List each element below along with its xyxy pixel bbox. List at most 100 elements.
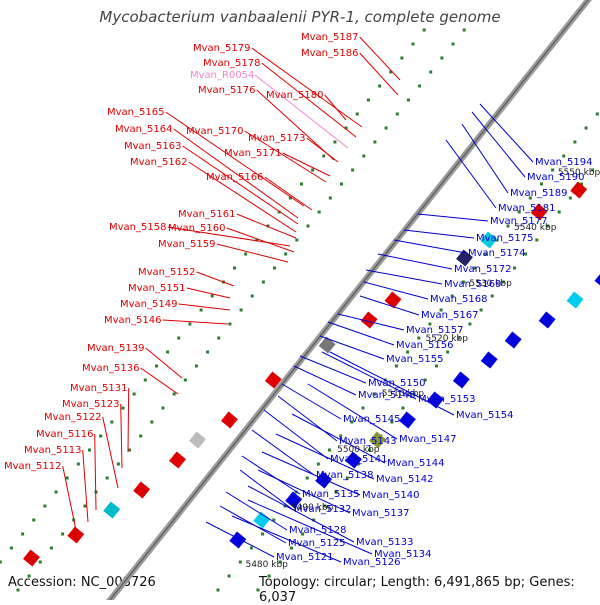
track-dot: [528, 196, 532, 200]
leader-line-left: [256, 89, 335, 161]
track-dot: [591, 168, 595, 172]
leader-line-left: [94, 433, 97, 511]
leader-line-right: [299, 355, 367, 384]
leader-line-right: [403, 229, 475, 239]
leader-line-right: [231, 515, 342, 563]
leader-line-left: [244, 130, 327, 183]
gene-block-right: [398, 411, 416, 429]
track-dot: [345, 476, 349, 480]
gene-block-right: [426, 391, 444, 409]
track-dot: [328, 448, 332, 452]
gene-label-right: Mvan_5134: [374, 549, 431, 560]
kbp-tick-label: 5550 kbp: [558, 168, 600, 178]
leader-line-right: [471, 111, 526, 178]
track-dot: [76, 462, 80, 466]
gene-label-left: Mvan_5162: [130, 157, 187, 168]
track-dot: [501, 280, 505, 284]
track-dot: [412, 392, 416, 396]
gene-label-left: Mvan_5146: [104, 315, 161, 326]
track-dot: [154, 364, 158, 368]
leader-line-right: [291, 413, 386, 464]
leader-line-right: [225, 491, 288, 531]
gene-label-left: Mvan_5123: [62, 399, 119, 410]
gene-label-right: Mvan_5169: [444, 279, 501, 290]
leader-line-left: [196, 271, 235, 287]
track-dot: [194, 364, 198, 368]
leader-line-right: [363, 281, 429, 300]
track-dot: [479, 308, 483, 312]
leader-line-right: [321, 351, 417, 400]
gene-label-right: Mvan_5154: [456, 410, 513, 421]
track-dot: [255, 238, 259, 242]
track-dot: [99, 434, 103, 438]
gene-label-right: Mvan_5143: [339, 436, 396, 447]
track-dot: [105, 476, 109, 480]
leader-line-left: [236, 213, 297, 239]
gene-label-left: Mvan_5178: [203, 58, 260, 69]
gene-block-left: [220, 411, 238, 429]
track-dot: [288, 196, 292, 200]
kbp-tick-label: 5480 kbp: [245, 560, 288, 570]
track-dot: [261, 532, 265, 536]
gene-label-right: Mvan_5174: [468, 248, 525, 259]
track-dot: [395, 112, 399, 116]
gene-label-left: Mvan_5139: [87, 343, 144, 354]
track-dot: [249, 546, 253, 550]
leader-line-right: [293, 365, 357, 396]
gene-block-left: [264, 371, 282, 389]
track-dot: [546, 224, 550, 228]
gene-label-right: Mvan_5190: [527, 172, 584, 183]
kbp-tick-label: 5500 kbp: [337, 445, 380, 455]
leader-line-right: [479, 103, 534, 163]
gene-label-right: Mvan_5126: [343, 557, 400, 568]
track-dot: [406, 350, 410, 354]
track-dot: [362, 154, 366, 158]
track-dot: [406, 98, 410, 102]
track-dot: [451, 42, 455, 46]
gene-label-right: Mvan_5168: [430, 294, 487, 305]
leader-line-right: [275, 433, 375, 480]
gene-block-left: [480, 231, 498, 249]
track-dot: [573, 140, 577, 144]
track-dot: [524, 252, 528, 256]
gene-block-right: [229, 531, 247, 549]
track-dot: [278, 560, 282, 564]
track-dot: [568, 196, 572, 200]
leader-line-right: [281, 383, 342, 420]
gene-block-right: [538, 311, 556, 329]
gene-block-right: [566, 291, 584, 309]
gene-label-left: Mvan_5116: [36, 429, 93, 440]
track-dot: [199, 308, 203, 312]
track-dot: [557, 210, 561, 214]
track-dot: [355, 112, 359, 116]
track-dot: [484, 252, 488, 256]
track-dot: [317, 210, 321, 214]
gene-label-right: Mvan_5150: [368, 378, 425, 389]
track-dot: [356, 462, 360, 466]
track-dot: [116, 462, 120, 466]
gene-label-right: Mvan_5133: [356, 537, 413, 548]
track-dot: [551, 168, 555, 172]
leader-line-right: [359, 295, 420, 316]
track-dot: [450, 294, 454, 298]
gene-label-left: Mvan_5131: [70, 383, 127, 394]
gene-label-right: Mvan_5135: [302, 489, 359, 500]
track-dot: [43, 504, 47, 508]
track-dot: [88, 448, 92, 452]
gene-label-left: Mvan_5152: [138, 267, 195, 278]
track-dot: [272, 518, 276, 522]
track-dot: [439, 308, 443, 312]
gene-label-left: Mvan_5173: [248, 133, 305, 144]
track-dot: [372, 392, 376, 396]
leader-line-right: [417, 213, 489, 222]
leader-line-left: [186, 287, 231, 299]
leader-line-right: [445, 139, 497, 209]
track-dot: [238, 560, 242, 564]
leader-line-left: [251, 47, 363, 128]
gene-label-right: Mvan_5144: [387, 458, 444, 469]
track-dot: [233, 266, 237, 270]
leader-line-right: [263, 409, 329, 460]
track-dot: [390, 420, 394, 424]
leader-line-left: [216, 243, 289, 263]
leader-line-right: [277, 395, 338, 442]
